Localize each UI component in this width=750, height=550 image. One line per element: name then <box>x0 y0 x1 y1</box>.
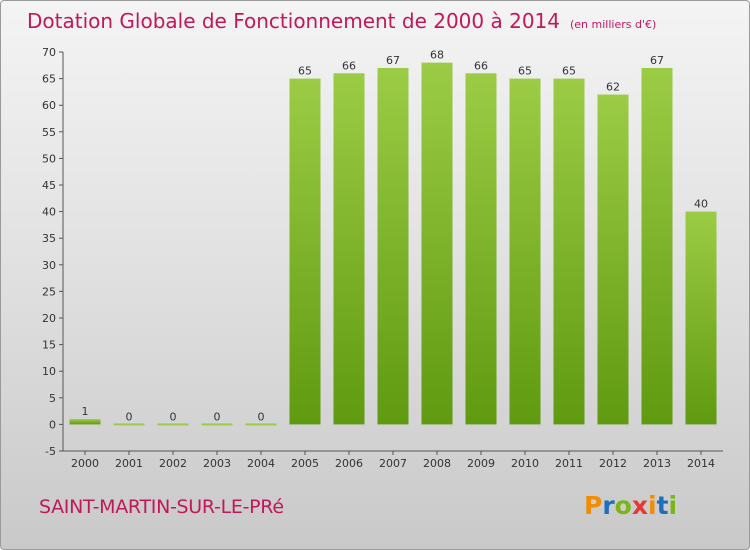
x-tick-label: 2003 <box>203 457 231 470</box>
unit-label: (en milliers d'€) <box>570 18 657 31</box>
bar-value-label: 0 <box>170 410 177 423</box>
x-tick-label: 2001 <box>115 457 143 470</box>
bar-value-label: 0 <box>214 410 221 423</box>
y-tick-label: 45 <box>42 179 56 192</box>
y-tick-label: 15 <box>42 339 56 352</box>
bar <box>69 419 101 425</box>
bar-value-label: 1 <box>82 405 89 418</box>
bar <box>377 67 409 425</box>
logo-letter: i <box>648 491 657 520</box>
bar-value-label: 67 <box>386 54 400 67</box>
bar-value-label: 62 <box>606 81 620 94</box>
y-tick-label: 40 <box>42 206 56 219</box>
x-tick-label: 2011 <box>555 457 583 470</box>
proxiti-logo: Proxiti <box>584 491 677 520</box>
bar <box>553 78 585 425</box>
bar <box>465 73 497 425</box>
bar <box>641 67 673 425</box>
commune-name: SAINT-MARTIN-SUR-LE-PRé <box>39 496 284 518</box>
bar-value-label: 0 <box>258 410 265 423</box>
bar <box>421 62 453 425</box>
x-tick-label: 2000 <box>71 457 99 470</box>
logo-letter: o <box>614 491 632 520</box>
chart-title: Dotation Globale de Fonctionnement de 20… <box>27 9 656 33</box>
x-tick-label: 2006 <box>335 457 363 470</box>
y-tick-label: 5 <box>49 392 56 405</box>
bar-value-label: 67 <box>650 54 664 67</box>
y-tick-label: 25 <box>42 285 56 298</box>
bar-value-label: 65 <box>518 65 532 78</box>
x-tick-label: 2013 <box>643 457 671 470</box>
logo-letter: i <box>668 491 678 520</box>
y-tick-label: 20 <box>42 312 56 325</box>
y-tick-label: 55 <box>42 126 56 139</box>
y-tick-label: 70 <box>42 46 56 59</box>
bar-value-label: 40 <box>694 198 708 211</box>
bar <box>245 423 277 426</box>
bar <box>289 78 321 425</box>
bar-value-label: 65 <box>298 65 312 78</box>
bar <box>597 94 629 425</box>
bar <box>201 423 233 426</box>
bar-value-label: 66 <box>474 59 488 72</box>
x-tick-label: 2012 <box>599 457 627 470</box>
bar-value-label: 66 <box>342 59 356 72</box>
x-tick-label: 2010 <box>511 457 539 470</box>
y-tick-label: -5 <box>45 445 56 458</box>
x-tick-label: 2002 <box>159 457 187 470</box>
logo-letter: r <box>602 491 615 520</box>
x-tick-label: 2005 <box>291 457 319 470</box>
y-tick-label: 10 <box>42 365 56 378</box>
y-tick-label: 30 <box>42 259 56 272</box>
x-tick-label: 2014 <box>687 457 715 470</box>
logo-letter: P <box>584 491 603 520</box>
title-text: Dotation Globale de Fonctionnement de 20… <box>27 9 560 33</box>
y-tick-label: 60 <box>42 99 56 112</box>
bar-value-label: 0 <box>126 410 133 423</box>
x-tick-label: 2007 <box>379 457 407 470</box>
bar <box>509 78 541 425</box>
x-tick-label: 2008 <box>423 457 451 470</box>
bar <box>113 423 145 426</box>
logo-letter: x <box>631 491 648 520</box>
bar <box>157 423 189 426</box>
bar <box>685 211 717 425</box>
y-tick-label: 50 <box>42 152 56 165</box>
x-tick-label: 2004 <box>247 457 275 470</box>
bar-value-label: 68 <box>430 49 444 62</box>
bar <box>333 73 365 425</box>
y-tick-label: 65 <box>42 73 56 86</box>
y-tick-label: 35 <box>42 232 56 245</box>
y-tick-label: 0 <box>49 418 56 431</box>
logo-letter: t <box>656 491 669 520</box>
bar-value-label: 65 <box>562 65 576 78</box>
x-tick-label: 2009 <box>467 457 495 470</box>
